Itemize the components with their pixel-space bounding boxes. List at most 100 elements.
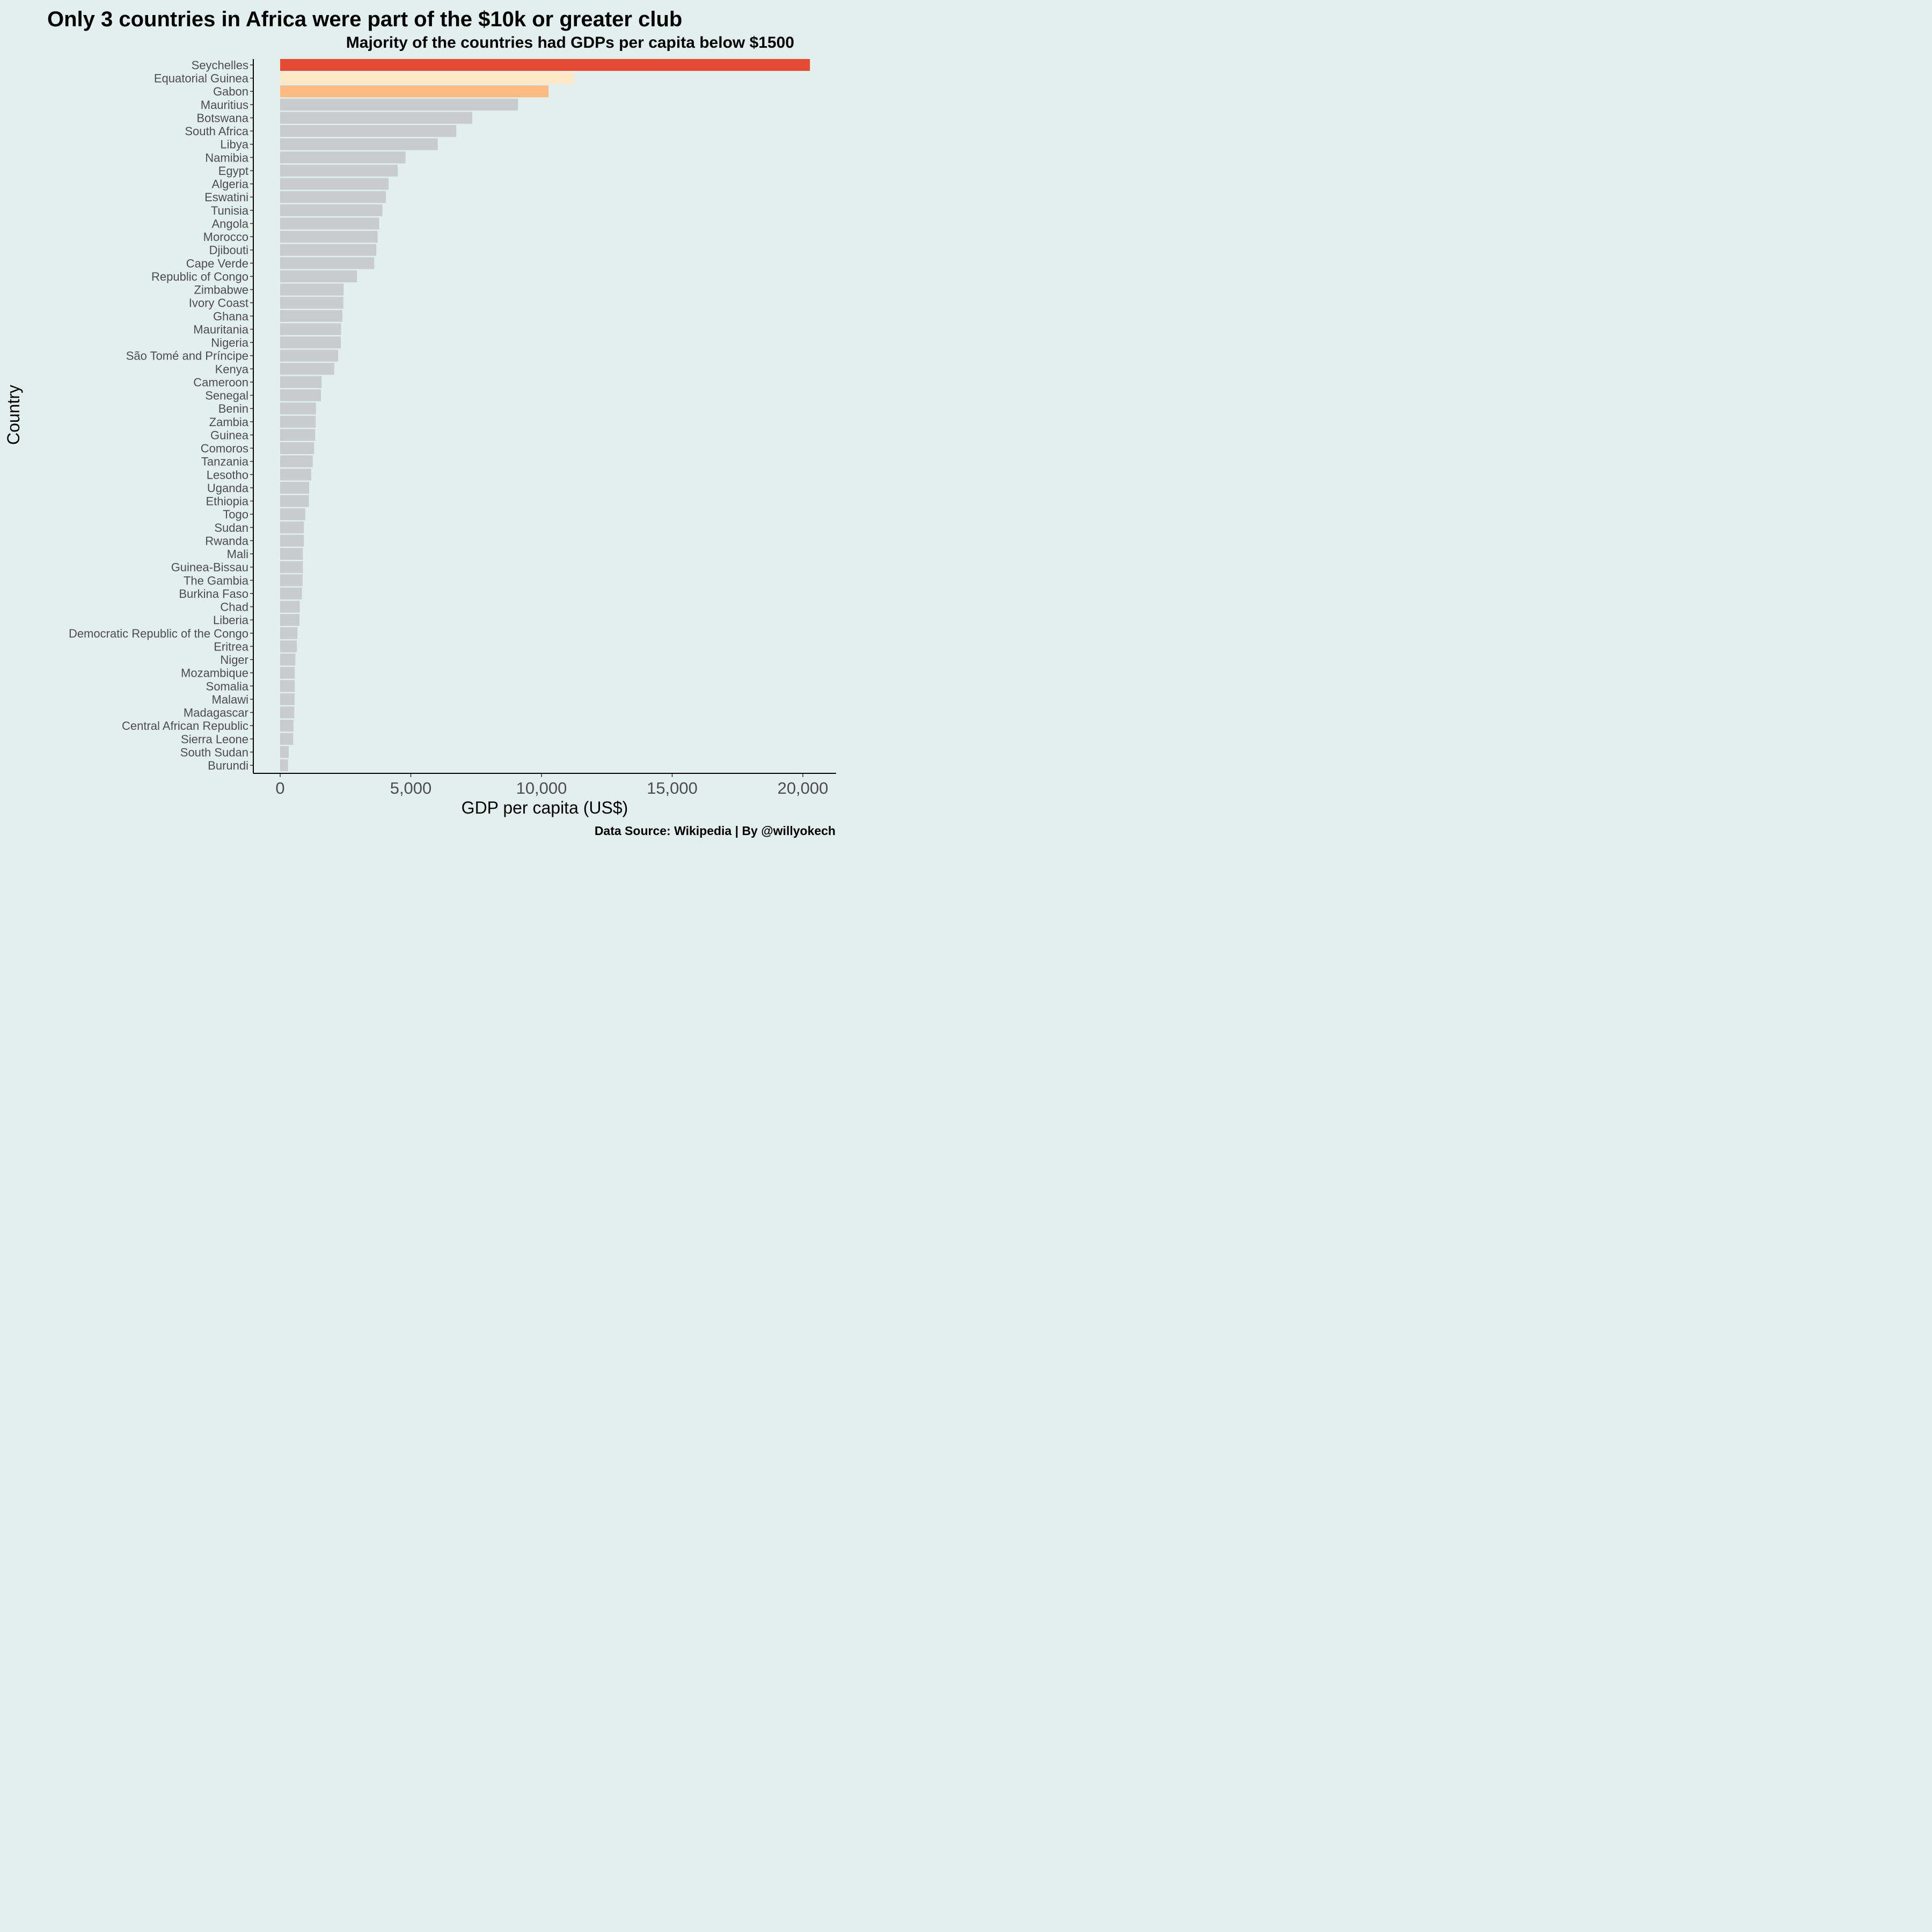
y-tick-label: Central African Republic [122, 719, 248, 733]
y-tick-label: Nigeria [211, 336, 248, 349]
bar-guinea [280, 429, 316, 441]
y-tick-label: Togo [223, 508, 248, 521]
bar-libya [280, 138, 438, 150]
bar-liberia [280, 614, 300, 626]
y-tick-label: Rwanda [205, 534, 248, 547]
y-tick-label: São Tomé and Príncipe [126, 349, 248, 363]
chart-caption: Data Source: Wikipedia | By @willyokech [595, 824, 836, 838]
bar-eswatini [280, 191, 386, 203]
bar-mali [280, 547, 303, 560]
y-tick-label: Guinea-Bissau [171, 561, 248, 574]
y-tick-label: Egypt [218, 164, 248, 178]
bar-zambia [280, 415, 316, 428]
bar-cameroon [280, 376, 322, 389]
y-tick-label: Tunisia [211, 204, 249, 217]
y-tick-label: Ghana [213, 310, 249, 323]
y-tick-label: Gabon [213, 85, 248, 98]
y-tick-label: Democratic Republic of the Congo [69, 627, 248, 640]
y-tick-label: Burundi [208, 759, 248, 772]
y-tick-label: Ivory Coast [189, 296, 248, 310]
bars-layer [280, 58, 810, 772]
bar-guinea-bissau [280, 561, 303, 573]
y-tick-label: Malawi [212, 693, 248, 706]
bar-equatorial-guinea [280, 72, 574, 84]
bar-togo [280, 508, 305, 521]
y-tick-label: Equatorial Guinea [154, 72, 249, 85]
bar-botswana [280, 112, 472, 124]
bar-tanzania [280, 455, 313, 467]
y-tick-label: Mali [227, 547, 248, 561]
bar-uganda [280, 481, 310, 494]
y-tick-label: Morocco [203, 230, 248, 244]
y-tick-label: Zambia [209, 415, 249, 429]
y-tick-label: Uganda [207, 481, 249, 495]
y-tick-label: Republic of Congo [151, 270, 248, 283]
y-tick-label: Somalia [206, 679, 249, 693]
chart-subtitle: Majority of the countries had GDPs per c… [346, 34, 794, 52]
bar-morocco [280, 231, 378, 243]
bar-lesotho [280, 469, 311, 481]
y-tick-label: Mauritius [201, 98, 248, 112]
bar-nigeria [280, 336, 341, 349]
bar-algeria [280, 178, 389, 190]
y-tick-label: Chad [220, 601, 248, 614]
bar-republic-of-congo [280, 270, 357, 283]
bar-senegal [280, 389, 321, 401]
y-tick-label: Libya [220, 138, 248, 151]
x-tick-label: 20,000 [778, 779, 829, 797]
y-tick-label: Seychelles [192, 58, 248, 72]
bar-sudan [280, 521, 304, 533]
y-tick-label: Ethiopia [206, 495, 248, 508]
bar-madagascar [280, 706, 295, 719]
bar-rwanda [280, 535, 304, 547]
y-tick-label: Namibia [205, 151, 248, 164]
bar-mauritania [280, 323, 341, 335]
y-tick-label: Sudan [214, 521, 248, 535]
y-tick-label: Comoros [201, 442, 248, 455]
bar-the-gambia [280, 574, 303, 587]
bar-south-sudan [280, 746, 289, 758]
y-tick-label: Burkina Faso [179, 587, 248, 601]
bar-benin [280, 402, 316, 415]
bar-chad [280, 601, 300, 613]
bar-burundi [280, 759, 288, 772]
y-tick-label: Liberia [213, 613, 249, 627]
bar-somalia [280, 680, 295, 692]
y-tick-label: South Sudan [180, 745, 248, 759]
y-tick-label: Algeria [212, 178, 249, 191]
y-tick-label: Benin [218, 402, 248, 415]
bar-ghana [280, 310, 342, 322]
chart-title: Only 3 countries in Africa were part of … [47, 8, 682, 31]
y-tick-label: Mozambique [181, 667, 248, 680]
x-tick-label: 0 [275, 779, 284, 797]
x-tick-labels: 0 5,000 10,000 15,000 20,000 [275, 773, 828, 797]
y-tick-label: Sierra Leone [181, 733, 248, 746]
y-tick-label: Cape Verde [186, 257, 248, 270]
bar-s-o-tom-and-pr-ncipe [280, 349, 339, 362]
bar-burkina-faso [280, 587, 302, 599]
bar-ivory-coast [280, 297, 343, 309]
bar-gabon [280, 85, 549, 98]
bar-sierra-leone [280, 733, 294, 745]
bar-comoros [280, 442, 314, 455]
y-tick-label: Botswana [196, 111, 248, 125]
bar-eritrea [280, 640, 297, 653]
bar-central-african-republic [280, 720, 294, 732]
bar-chart: Only 3 countries in Africa were part of … [4, 8, 836, 838]
y-tick-label: Tanzania [201, 455, 249, 469]
bar-seychelles [280, 58, 810, 71]
bar-djibouti [280, 244, 377, 256]
y-tick-label: Senegal [205, 389, 248, 402]
y-tick-label: Angola [211, 217, 248, 230]
bar-zimbabwe [280, 283, 344, 296]
y-tick-label: South Africa [185, 125, 248, 138]
y-tick-label: Cameroon [193, 376, 248, 389]
bar-egypt [280, 164, 398, 177]
bar-cape-verde [280, 257, 375, 269]
bar-democratic-republic-of-the-congo [280, 627, 298, 639]
bar-niger [280, 653, 296, 666]
y-tick-label: The Gambia [184, 574, 249, 587]
bar-mozambique [280, 667, 295, 679]
x-axis-title: GDP per capita (US$) [462, 798, 628, 817]
